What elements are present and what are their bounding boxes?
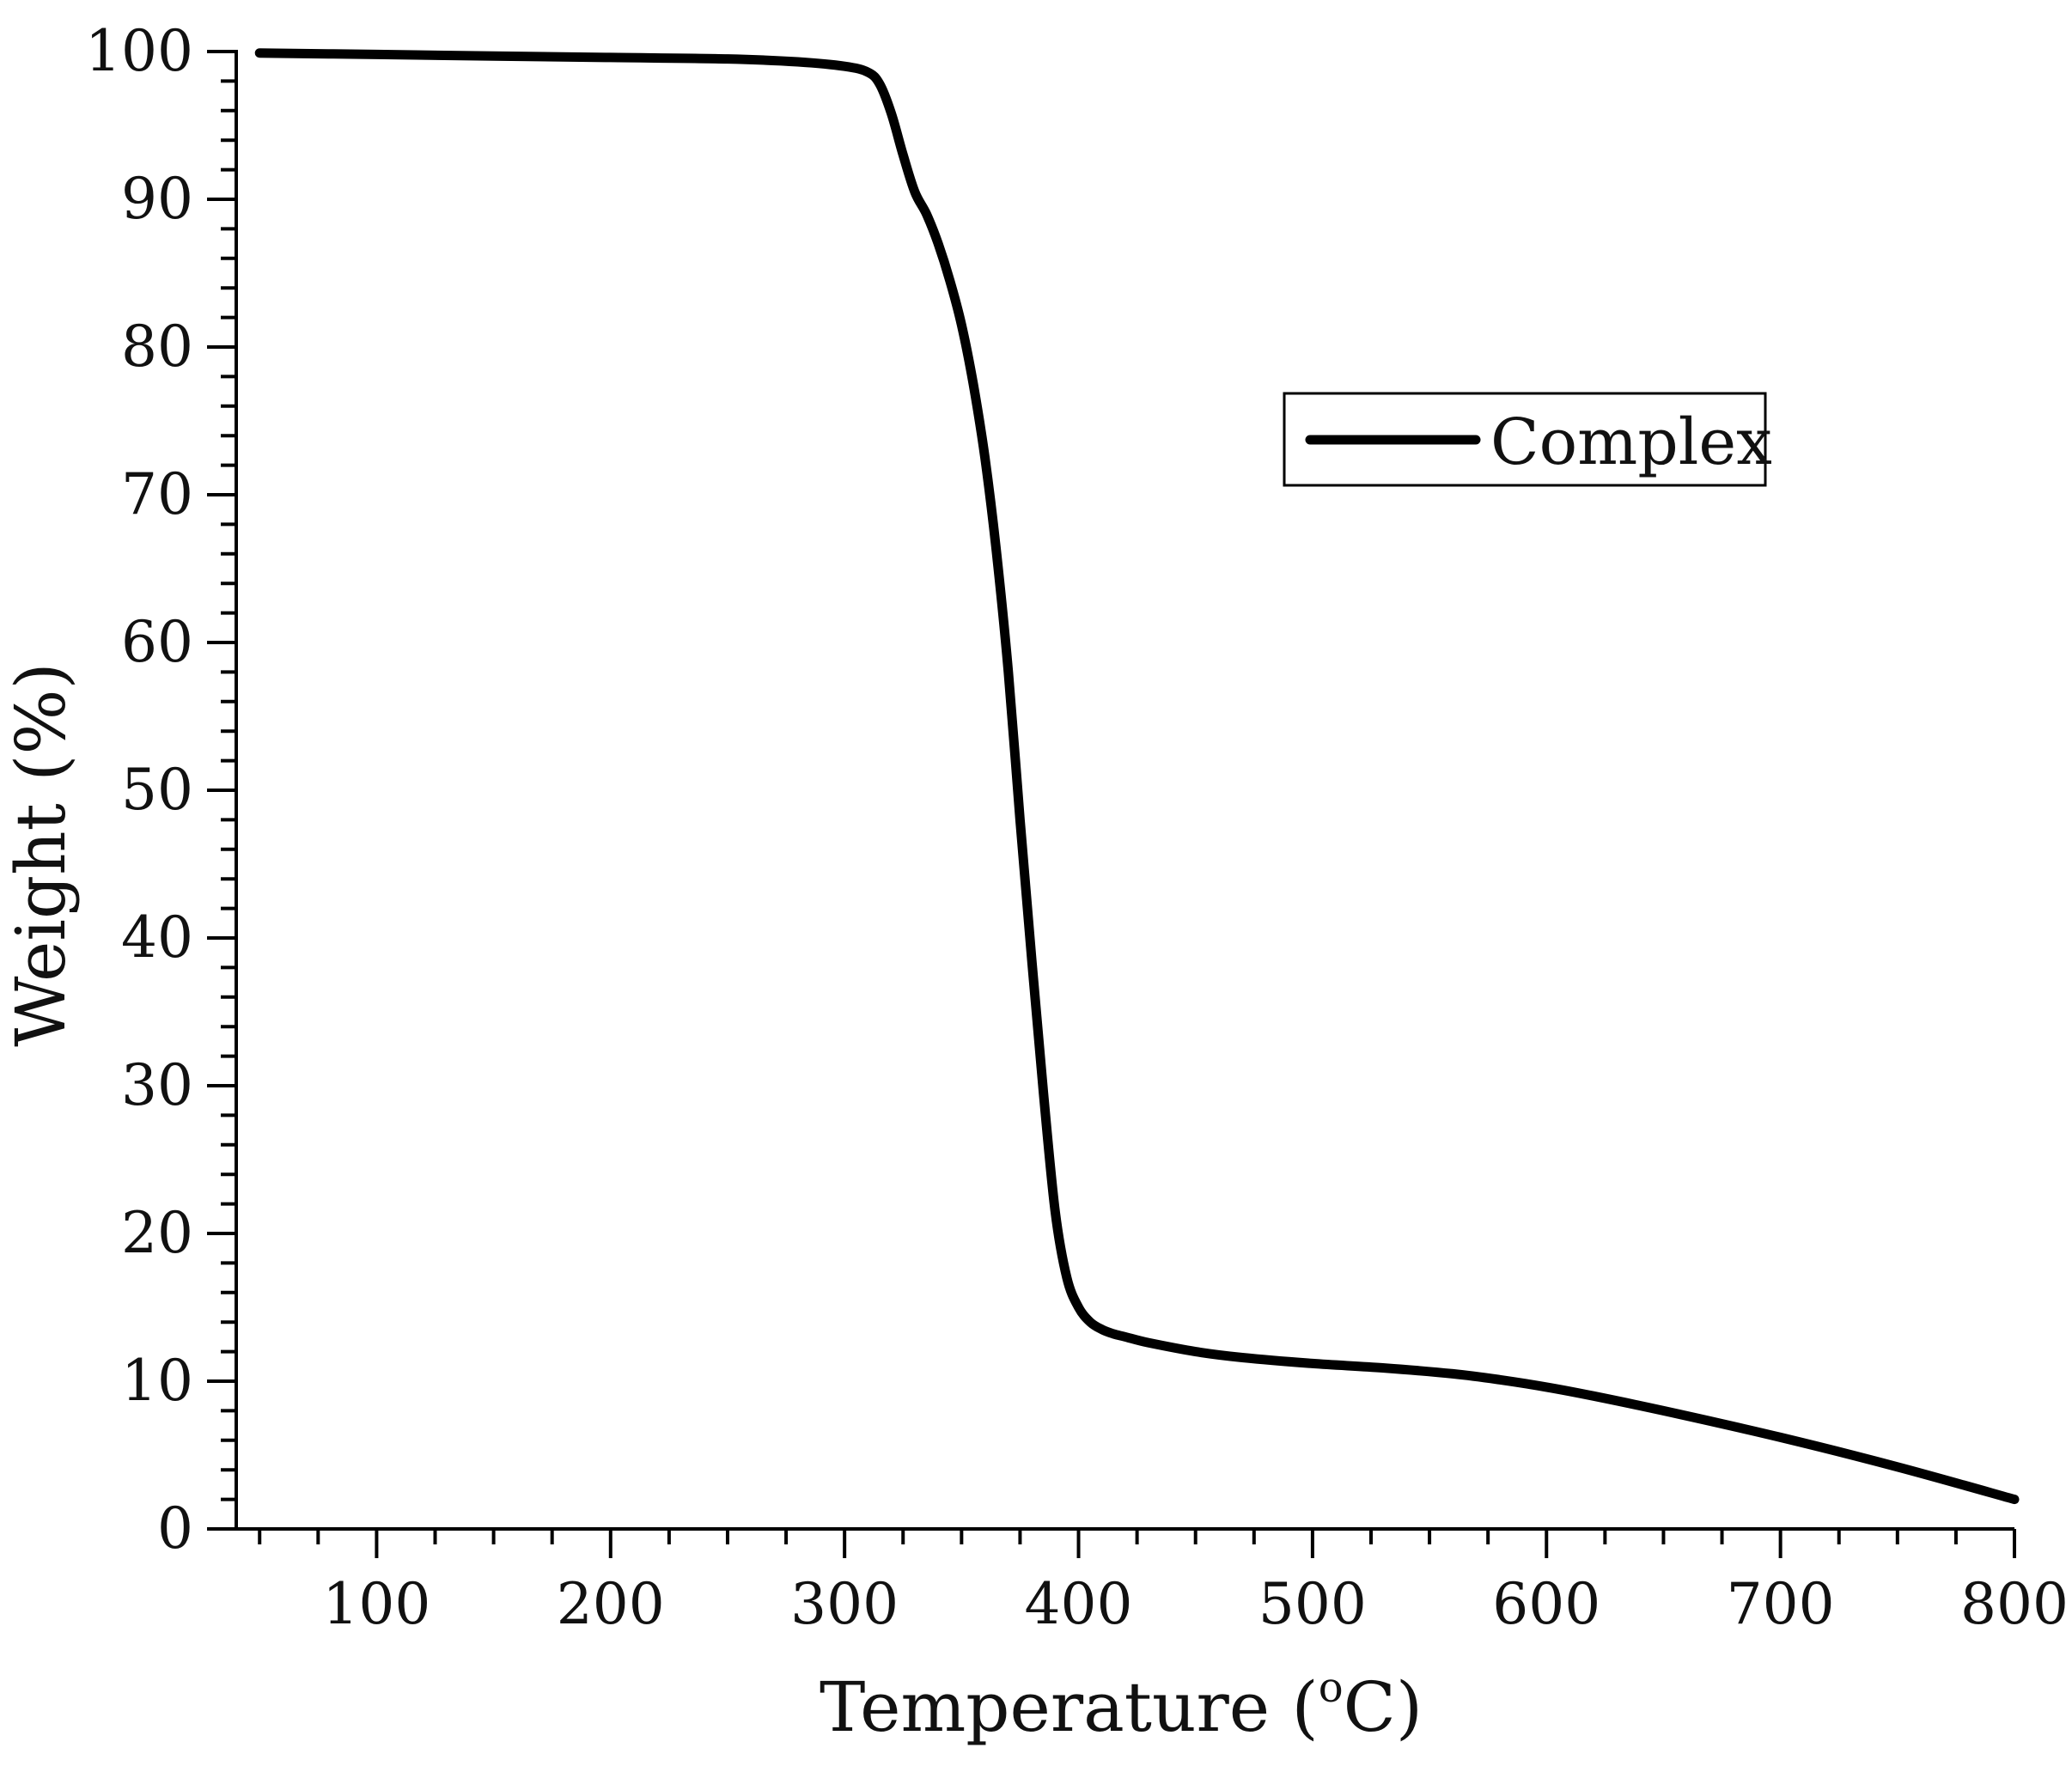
y-tick-label: 30 — [121, 1052, 193, 1118]
series-line-complex — [254, 48, 2020, 1505]
y-minor-ticks — [221, 79, 236, 1501]
x-tick-label: 100 — [322, 1571, 430, 1637]
legend: Complex — [1283, 392, 1772, 487]
y-tick-label: 60 — [121, 609, 193, 675]
y-tick-label: 100 — [85, 18, 193, 84]
y-axis-title: Weight (%) — [1, 662, 81, 1046]
x-axis-title-suffix: C) — [1344, 1667, 1423, 1747]
x-axis-title-main: Temperature ( — [820, 1667, 1319, 1747]
y-tick-label: 50 — [121, 757, 193, 823]
x-tick-label: 400 — [1025, 1571, 1133, 1637]
x-axis-title: Temperature (oC) — [820, 1664, 1423, 1747]
x-tick-label: 300 — [790, 1571, 899, 1637]
y-tick-label: 0 — [157, 1495, 193, 1562]
y-tick-label: 80 — [121, 314, 193, 380]
x-tick-label: 200 — [557, 1571, 665, 1637]
y-tick-label: 10 — [121, 1348, 193, 1414]
x-tick-label: 600 — [1492, 1571, 1600, 1637]
y-major-ticks — [207, 50, 236, 1531]
x-major-ticks — [375, 1529, 2016, 1558]
legend-label-complex: Complex — [1490, 405, 1772, 479]
y-tick-label: 40 — [121, 904, 193, 971]
x-tick-label: 800 — [1960, 1571, 2069, 1637]
x-minor-ticks — [258, 1529, 1958, 1544]
x-tick-label: 700 — [1727, 1571, 1835, 1637]
y-tick-label: 20 — [121, 1200, 193, 1266]
x-axis-title-superscript: o — [1319, 1664, 1344, 1712]
y-tick-label: 90 — [121, 166, 193, 232]
y-tick-labels: 0 10 20 30 40 50 60 70 80 90 100 — [85, 18, 193, 1562]
x-tick-labels: 100 200 300 400 500 600 700 800 — [322, 1571, 2069, 1637]
x-tick-label: 500 — [1258, 1571, 1367, 1637]
y-tick-label: 70 — [121, 461, 193, 527]
